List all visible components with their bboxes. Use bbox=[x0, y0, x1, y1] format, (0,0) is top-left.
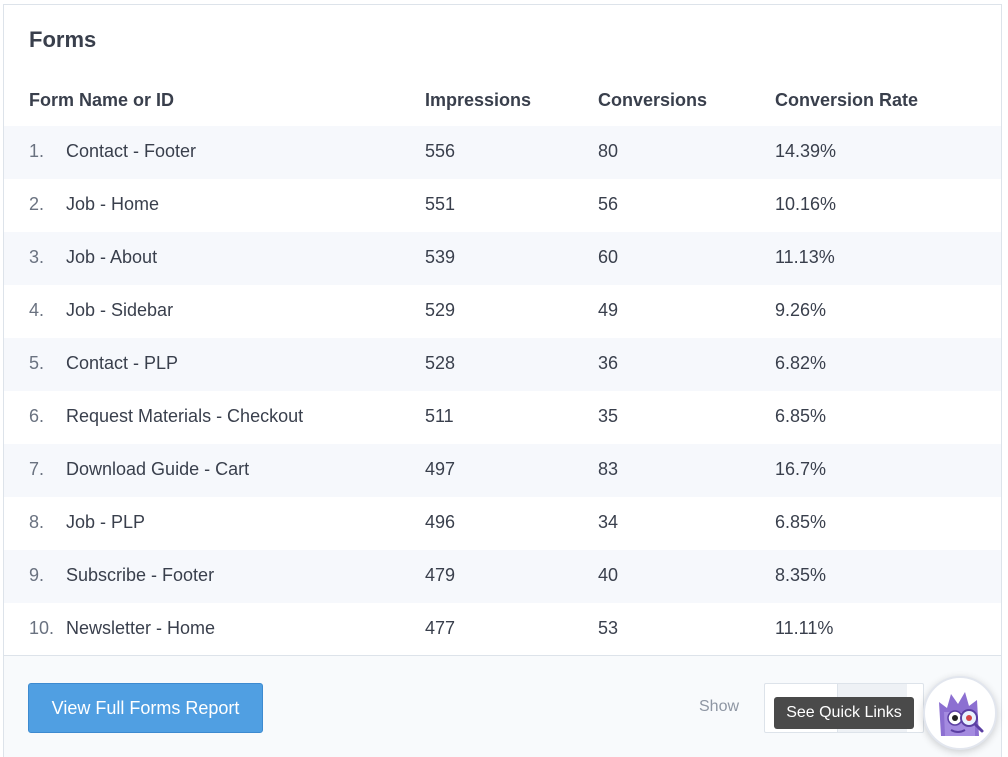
impressions-value: 529 bbox=[425, 300, 456, 320]
conversion-rate-value: 8.35% bbox=[775, 565, 827, 585]
table-row: 6. Request Materials - Checkout 511 35 6.85% bbox=[4, 391, 1001, 444]
conversions-value: 80 bbox=[598, 141, 619, 161]
conversions-value: 49 bbox=[598, 300, 619, 320]
table-row: 8. Job - PLP 496 34 6.85% bbox=[4, 497, 1001, 550]
table-row: 5. Contact - PLP 528 36 6.82% bbox=[4, 338, 1001, 391]
monster-mascot-icon[interactable] bbox=[923, 676, 997, 750]
form-name: Contact - PLP bbox=[66, 353, 179, 373]
conversions-value: 53 bbox=[598, 618, 619, 638]
header-form-name: Form Name or ID bbox=[29, 90, 175, 110]
row-number: 2. bbox=[29, 194, 45, 214]
row-number: 3. bbox=[29, 247, 45, 267]
row-number: 6. bbox=[29, 406, 45, 426]
conversions-value: 34 bbox=[598, 512, 619, 532]
view-full-forms-report-button[interactable]: View Full Forms Report bbox=[28, 683, 263, 733]
conversion-rate-value: 6.82% bbox=[775, 353, 827, 373]
conversion-rate-value: 16.7% bbox=[775, 459, 827, 479]
form-name: Download Guide - Cart bbox=[66, 459, 250, 479]
conversion-rate-value: 9.26% bbox=[775, 300, 827, 320]
conversions-value: 40 bbox=[598, 565, 619, 585]
conversion-rate-value: 14.39% bbox=[775, 141, 837, 161]
table-body: 1. Contact - Footer 556 80 14.39% 2. Job - Hom… bbox=[4, 126, 1001, 656]
row-number: 5. bbox=[29, 353, 45, 373]
table-row: 9. Subscribe - Footer 479 40 8.35% bbox=[4, 550, 1001, 603]
form-name: Job - PLP bbox=[66, 512, 146, 532]
conversions-value: 60 bbox=[598, 247, 619, 267]
row-number: 1. bbox=[29, 141, 45, 161]
impressions-value: 479 bbox=[425, 565, 456, 585]
form-name: Subscribe - Footer bbox=[66, 565, 215, 585]
header-conversion-rate: Conversion Rate bbox=[775, 90, 919, 110]
table-row: 3. Job - About 539 60 11.13% bbox=[4, 232, 1001, 285]
impressions-value: 511 bbox=[425, 406, 454, 426]
impressions-value: 551 bbox=[425, 194, 456, 214]
forms-panel: Forms Form Name or ID Impressions Conver… bbox=[3, 4, 1002, 757]
conversion-rate-value: 11.13% bbox=[775, 247, 835, 267]
panel-title: Forms bbox=[29, 27, 97, 52]
impressions-value: 539 bbox=[425, 247, 456, 267]
impressions-value: 496 bbox=[425, 512, 456, 532]
table-header: Form Name or ID Impressions Conversions … bbox=[4, 81, 1001, 125]
mascot-svg bbox=[939, 692, 984, 736]
conversions-value: 35 bbox=[598, 406, 619, 426]
show-label: Show bbox=[699, 698, 740, 715]
form-name: Newsletter - Home bbox=[66, 618, 216, 638]
table-row: 1. Contact - Footer 556 80 14.39% bbox=[4, 126, 1001, 179]
conversion-rate-value: 10.16% bbox=[775, 194, 837, 214]
row-number: 8. bbox=[29, 512, 45, 532]
row-number: 9. bbox=[29, 565, 45, 585]
table-row: 10. Newsletter - Home 477 53 11.11% bbox=[4, 603, 1001, 656]
row-number: 7. bbox=[29, 459, 45, 479]
form-name: Job - About bbox=[66, 247, 158, 267]
table-row: 7. Download Guide - Cart 497 83 16.7% bbox=[4, 444, 1001, 497]
form-name: Job - Home bbox=[66, 194, 160, 214]
impressions-value: 528 bbox=[425, 353, 456, 373]
row-number: 4. bbox=[29, 300, 45, 320]
table-row: 4. Job - Sidebar 529 49 9.26% bbox=[4, 285, 1001, 338]
header-conversions: Conversions bbox=[598, 90, 708, 110]
conversion-rate-value: 11.11% bbox=[775, 618, 834, 638]
impressions-value: 556 bbox=[425, 141, 456, 161]
table-row: 2. Job - Home 551 56 10.16% bbox=[4, 179, 1001, 232]
impressions-value: 497 bbox=[425, 459, 456, 479]
row-number: 10. bbox=[29, 618, 55, 638]
conversions-value: 83 bbox=[598, 459, 619, 479]
header-impressions: Impressions bbox=[425, 90, 532, 110]
conversions-value: 56 bbox=[598, 194, 619, 214]
impressions-value: 477 bbox=[425, 618, 456, 638]
conversion-rate-value: 6.85% bbox=[775, 406, 827, 426]
quick-links-tooltip: See Quick Links bbox=[774, 697, 914, 729]
conversion-rate-value: 6.85% bbox=[775, 512, 827, 532]
conversions-value: 36 bbox=[598, 353, 619, 373]
form-name: Job - Sidebar bbox=[66, 300, 174, 320]
form-name: Contact - Footer bbox=[66, 141, 197, 161]
form-name: Request Materials - Checkout bbox=[66, 406, 304, 426]
